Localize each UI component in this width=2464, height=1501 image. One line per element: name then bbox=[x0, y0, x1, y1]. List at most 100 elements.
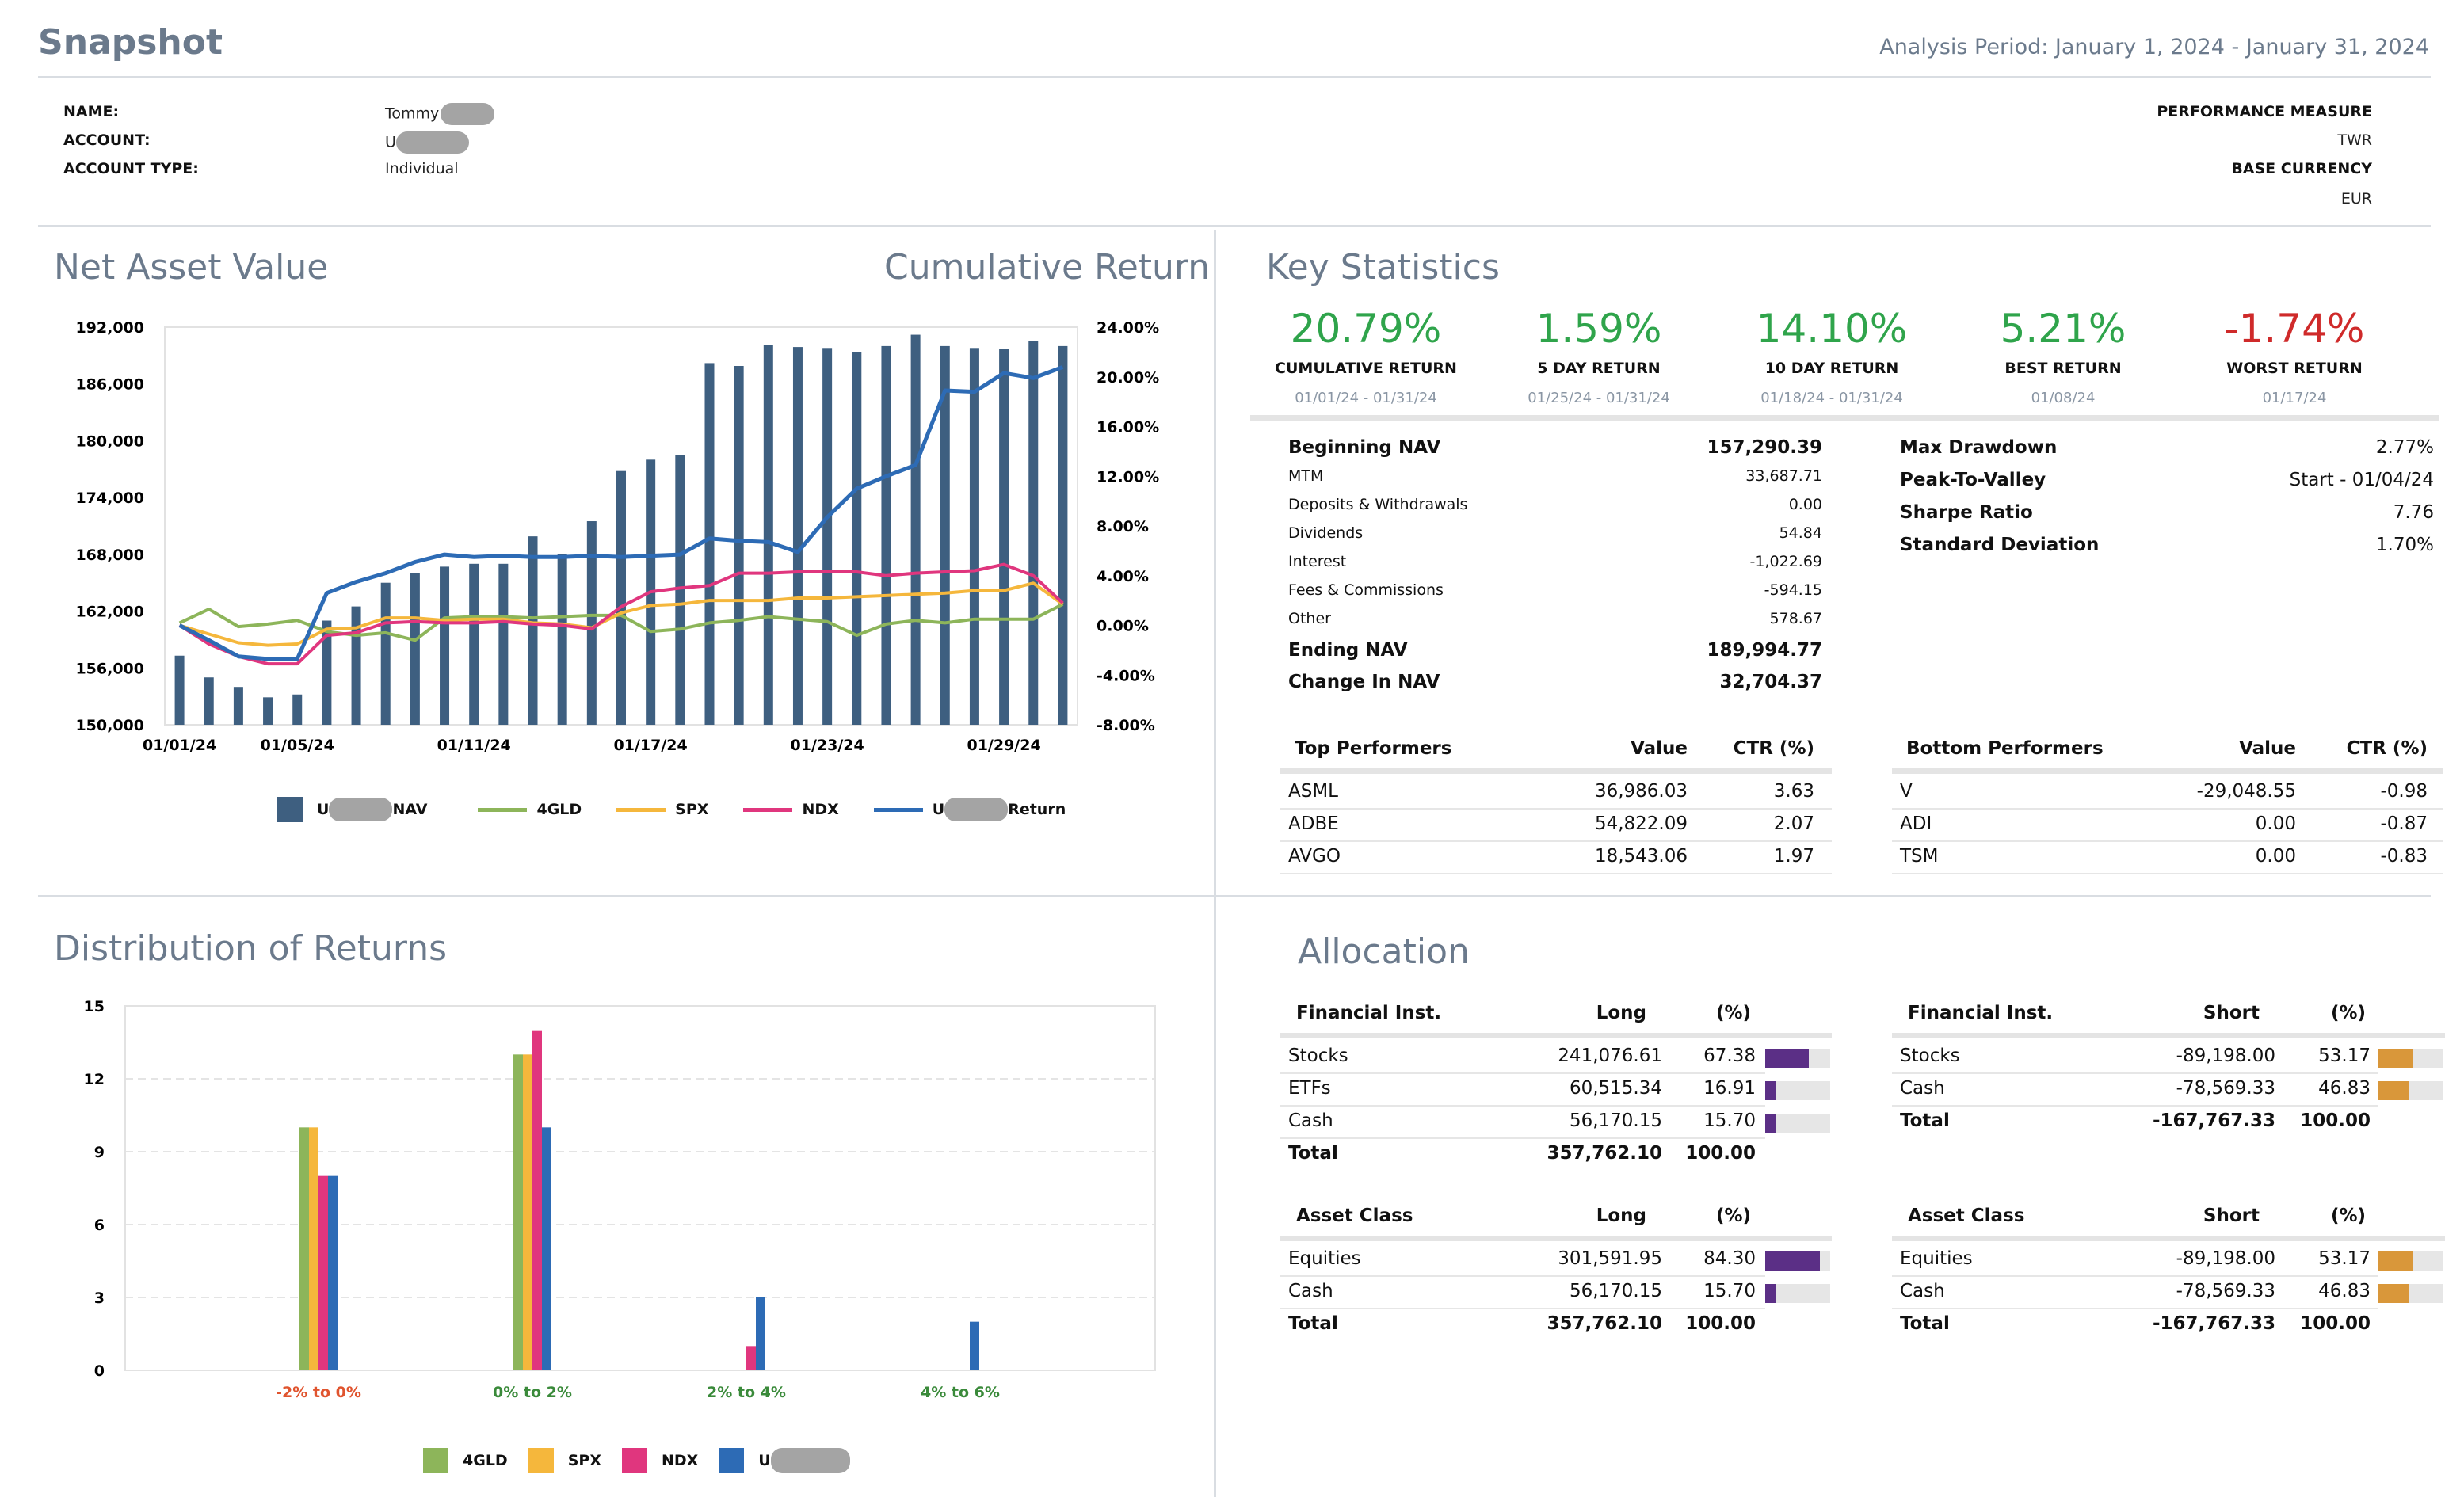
nav-y-tick: 168,000 bbox=[75, 547, 144, 564]
allocation-header-name: Financial Inst. bbox=[1296, 1003, 1442, 1023]
allocation-header-name: Financial Inst. bbox=[1908, 1003, 2054, 1023]
allocation-header-amount: Short bbox=[2203, 1206, 2260, 1226]
performer-value: 0.00 bbox=[2255, 813, 2296, 834]
allocation-item: Stocks bbox=[1900, 1046, 1960, 1066]
nav-bar bbox=[940, 345, 950, 725]
allocation-total-amount: 357,762.10 bbox=[1547, 1313, 1662, 1334]
nav-bar bbox=[734, 366, 744, 725]
nav-bar bbox=[999, 349, 1009, 725]
acct-dist-legend-label: U bbox=[758, 1452, 771, 1469]
ndx-legend-line bbox=[743, 807, 793, 812]
redacted-mark bbox=[441, 103, 495, 125]
table-row[interactable] bbox=[1892, 1075, 2378, 1107]
allocation-header-pct: (%) bbox=[1716, 1003, 1752, 1023]
allocation-header-amount: Long bbox=[1596, 1003, 1646, 1023]
nav-x-tick: 01/05/24 bbox=[261, 737, 334, 754]
allocation-bar-fill bbox=[2378, 1049, 2413, 1068]
table-row[interactable] bbox=[1280, 1107, 1765, 1139]
nav-bar bbox=[440, 566, 450, 725]
table-row[interactable] bbox=[1280, 843, 1832, 874]
table-row[interactable] bbox=[1280, 1042, 1765, 1074]
base-currency-value: EUR bbox=[2340, 190, 2372, 208]
risk-row-label: Peak-To-Valley bbox=[1900, 470, 2046, 490]
risk-row-value: 7.76 bbox=[2393, 502, 2434, 523]
performer-value: 18,543.06 bbox=[1594, 846, 1688, 867]
table-row[interactable] bbox=[1892, 1042, 2378, 1074]
nav-legend-swatch bbox=[277, 797, 303, 822]
nav-x-tick: 01/11/24 bbox=[437, 737, 511, 754]
performer-symbol: V bbox=[1900, 781, 1913, 802]
nav-row-value: 33,687.71 bbox=[1745, 467, 1822, 485]
nav-bar bbox=[1028, 341, 1039, 725]
nav-bar bbox=[380, 582, 391, 725]
table-row[interactable] bbox=[1892, 843, 2443, 874]
ndx-dist-legend-label: NDX bbox=[661, 1452, 699, 1469]
risk-row-value: Start - 01/04/24 bbox=[2289, 470, 2434, 490]
distribution-y-tick: 15 bbox=[84, 998, 105, 1015]
nav-bar bbox=[557, 554, 567, 725]
allocation-total-pct: 100.00 bbox=[1685, 1313, 1756, 1334]
nav-bar bbox=[351, 606, 361, 725]
allocation-pct: 84.30 bbox=[1703, 1248, 1756, 1269]
allocation-total-label: Total bbox=[1900, 1313, 1950, 1334]
table-row[interactable] bbox=[1892, 1245, 2378, 1277]
table-row[interactable] bbox=[1280, 810, 1832, 842]
nav-row-label: Beginning NAV bbox=[1288, 437, 1441, 458]
allocation-amount: -89,198.00 bbox=[2176, 1046, 2275, 1066]
stat-date-range: 01/08/24 bbox=[2031, 390, 2096, 406]
allocation-amount: 60,515.34 bbox=[1569, 1078, 1662, 1099]
table-row[interactable] bbox=[1280, 1245, 1765, 1277]
table-row[interactable] bbox=[1892, 1278, 2378, 1309]
nav-bar bbox=[292, 694, 303, 725]
account-label: ACCOUNT: bbox=[63, 131, 151, 149]
return-y-tick: 12.00% bbox=[1097, 468, 1159, 486]
nav-row-label: Other bbox=[1288, 610, 1331, 627]
nav-x-tick: 01/23/24 bbox=[791, 737, 864, 754]
nav-y-tick: 192,000 bbox=[75, 319, 144, 337]
distribution-x-tick: 2% to 4% bbox=[707, 1384, 786, 1401]
stat-value: 14.10% bbox=[1756, 306, 1908, 352]
gld-dist-legend-label: 4GLD bbox=[463, 1452, 508, 1469]
allocation-amount: -78,569.33 bbox=[2176, 1281, 2275, 1301]
stat-label: WORST RETURN bbox=[2226, 360, 2363, 377]
cumulative-return-title: Cumulative Return bbox=[884, 247, 1211, 288]
allocation-amount: -89,198.00 bbox=[2176, 1248, 2275, 1269]
nav-bar bbox=[469, 563, 479, 725]
return-y-tick: 4.00% bbox=[1097, 568, 1149, 585]
table-row[interactable] bbox=[1892, 810, 2443, 842]
spx-legend-label: SPX bbox=[675, 801, 709, 818]
stat-date-range: 01/17/24 bbox=[2262, 390, 2327, 406]
distribution-bar bbox=[532, 1030, 542, 1370]
allocation-bar-fill bbox=[1765, 1114, 1776, 1133]
nav-row-value: 157,290.39 bbox=[1707, 437, 1822, 458]
page-title: Snapshot bbox=[38, 22, 223, 63]
return-y-tick: 24.00% bbox=[1097, 319, 1159, 337]
allocation-header-rule bbox=[1280, 1033, 1832, 1038]
table-row[interactable] bbox=[1892, 778, 2443, 810]
allocation-total-pct: 100.00 bbox=[1685, 1143, 1756, 1164]
distribution-bar bbox=[513, 1054, 523, 1370]
allocation-total-amount: 357,762.10 bbox=[1547, 1143, 1662, 1164]
return-y-tick: 8.00% bbox=[1097, 518, 1149, 535]
performer-ctr: -0.87 bbox=[2380, 813, 2428, 834]
allocation-item: Equities bbox=[1288, 1248, 1361, 1269]
stat-value: 1.59% bbox=[1535, 306, 1662, 352]
nav-bar bbox=[852, 352, 862, 725]
table-row[interactable] bbox=[1280, 1278, 1765, 1309]
stat-label: 10 DAY RETURN bbox=[1764, 360, 1899, 377]
allocation-header-pct: (%) bbox=[2331, 1003, 2367, 1023]
stats-divider bbox=[1250, 415, 2439, 421]
table-row[interactable] bbox=[1280, 1075, 1765, 1107]
allocation-item: ETFs bbox=[1288, 1078, 1331, 1099]
allocation-bar-fill bbox=[2378, 1251, 2413, 1271]
allocation-amount: 301,591.95 bbox=[1558, 1248, 1662, 1269]
performers-header-name: Top Performers bbox=[1295, 738, 1452, 759]
nav-panel-title: Net Asset Value bbox=[54, 247, 329, 288]
table-row[interactable] bbox=[1280, 778, 1832, 810]
nav-bar bbox=[704, 363, 715, 725]
redacted-mark bbox=[944, 798, 1009, 821]
distribution-bar bbox=[309, 1127, 318, 1370]
allocation-item: Equities bbox=[1900, 1248, 1973, 1269]
allocation-pct: 16.91 bbox=[1703, 1078, 1756, 1099]
